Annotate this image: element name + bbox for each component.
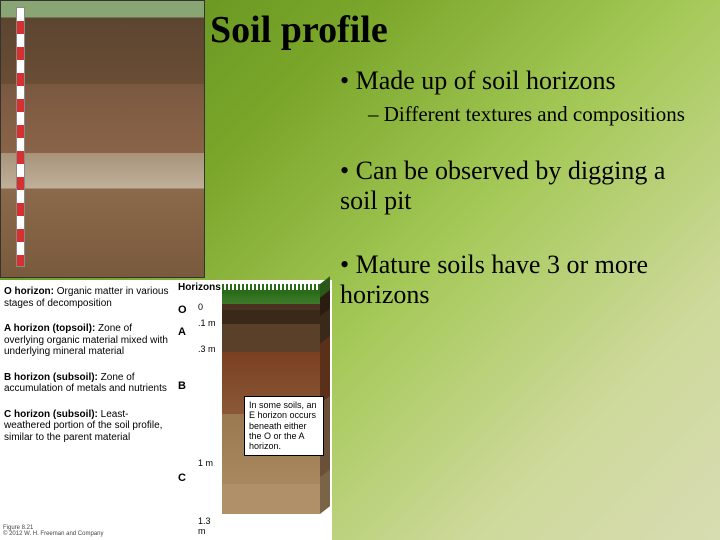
figure-caption: Figure 8.21 © 2012 W. H. Freeman and Com… — [3, 525, 103, 538]
soil-horizons-diagram: O horizon: Organic matter in various sta… — [0, 280, 332, 540]
bullet-1-text: Made up of soil horizons — [356, 66, 616, 95]
depth-4: 1.3 m — [198, 516, 220, 536]
bullet-list: Made up of soil horizons Different textu… — [340, 66, 700, 344]
layer-below-C — [222, 484, 320, 514]
letter-A: A — [178, 326, 186, 338]
letter-B: B — [178, 380, 186, 392]
layer-A — [222, 324, 320, 352]
label-C: C horizon (subsoil): Least-weathered por… — [4, 409, 174, 444]
grass-layer — [222, 290, 320, 310]
sub-bullet-1-text: Different textures and compositions — [384, 102, 685, 126]
label-B: B horizon (subsoil): Zone of accumulatio… — [4, 372, 174, 395]
slide-title: Soil profile — [210, 8, 388, 52]
label-A: A horizon (topsoil): Zone of overlying o… — [4, 323, 174, 358]
letter-C: C — [178, 472, 186, 484]
depth-3: 1 m — [198, 458, 213, 468]
bullet-3-text: Mature soils have 3 or more horizons — [340, 250, 648, 309]
bullet-3: Mature soils have 3 or more horizons — [340, 250, 700, 310]
bullet-1: Made up of soil horizons — [340, 66, 700, 96]
soil-pit-photo — [0, 0, 205, 278]
depth-2: .3 m — [198, 344, 216, 354]
depth-0: 0 — [198, 302, 203, 312]
sub-bullet-1: Different textures and compositions — [368, 102, 700, 126]
bullet-2-text: Can be observed by digging a soil pit — [340, 156, 665, 215]
letter-O: O — [178, 304, 187, 316]
bullet-2: Can be observed by digging a soil pit — [340, 156, 700, 216]
e-horizon-note: In some soils, an E horizon occurs benea… — [244, 396, 324, 456]
horizons-header: Horizons — [178, 282, 221, 293]
horizon-descriptions: O horizon: Organic matter in various sta… — [4, 286, 174, 457]
label-O: O horizon: Organic matter in various sta… — [4, 286, 174, 309]
layer-O — [222, 310, 320, 324]
measuring-stick — [16, 7, 25, 267]
depth-1: .1 m — [198, 318, 216, 328]
